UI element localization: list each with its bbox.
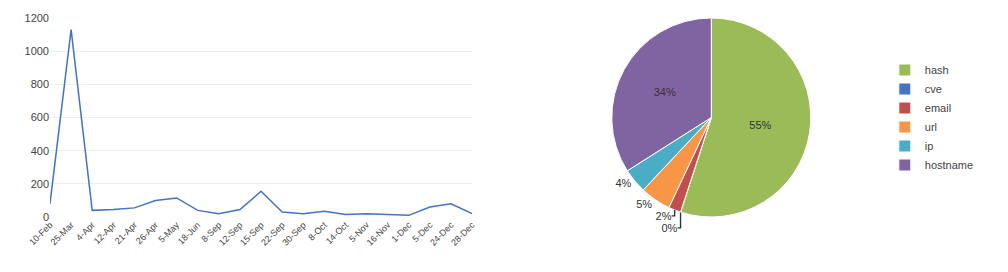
- svg-text:1200: 1200: [25, 12, 49, 24]
- svg-text:10-Feb: 10-Feb: [27, 220, 54, 247]
- svg-text:800: 800: [31, 78, 49, 90]
- svg-text:2%: 2%: [656, 210, 672, 222]
- svg-text:url: url: [925, 121, 937, 133]
- svg-text:16-Nov: 16-Nov: [365, 220, 393, 248]
- svg-text:5-Nov: 5-Nov: [347, 220, 371, 244]
- svg-text:25-Mar: 25-Mar: [48, 220, 75, 247]
- svg-text:0%: 0%: [661, 222, 677, 234]
- svg-text:21-Apr: 21-Apr: [113, 220, 139, 246]
- svg-text:12-Apr: 12-Apr: [92, 220, 118, 246]
- svg-text:4-Apr: 4-Apr: [74, 220, 97, 243]
- svg-text:8-Sep: 8-Sep: [199, 220, 223, 244]
- svg-text:24-Dec: 24-Dec: [428, 220, 456, 248]
- svg-text:200: 200: [31, 178, 49, 190]
- svg-text:55%: 55%: [749, 119, 771, 131]
- svg-text:30-Sep: 30-Sep: [280, 220, 308, 248]
- svg-text:1-Dec: 1-Dec: [389, 220, 413, 244]
- svg-text:0: 0: [43, 211, 49, 223]
- svg-text:14-Oct: 14-Oct: [324, 220, 351, 247]
- svg-text:400: 400: [31, 145, 49, 157]
- svg-text:hostname: hostname: [925, 159, 973, 171]
- svg-text:hash: hash: [925, 64, 949, 76]
- svg-text:28-Dec: 28-Dec: [449, 220, 477, 248]
- svg-text:5%: 5%: [636, 198, 652, 210]
- svg-text:cve: cve: [925, 83, 942, 95]
- svg-text:26-Apr: 26-Apr: [134, 220, 160, 246]
- svg-text:18-Jun: 18-Jun: [176, 220, 203, 247]
- svg-text:ip: ip: [925, 140, 934, 152]
- svg-text:15-Sep: 15-Sep: [238, 220, 266, 248]
- svg-text:34%: 34%: [654, 86, 676, 98]
- svg-text:12-Sep: 12-Sep: [217, 220, 245, 248]
- svg-text:600: 600: [31, 111, 49, 123]
- svg-text:8-Oct: 8-Oct: [306, 220, 329, 243]
- svg-text:5-Dec: 5-Dec: [410, 220, 434, 244]
- svg-text:email: email: [925, 102, 951, 114]
- svg-text:22-Sep: 22-Sep: [259, 220, 287, 248]
- svg-text:5-May: 5-May: [156, 220, 181, 245]
- svg-text:4%: 4%: [616, 177, 632, 189]
- svg-text:1000: 1000: [25, 45, 49, 57]
